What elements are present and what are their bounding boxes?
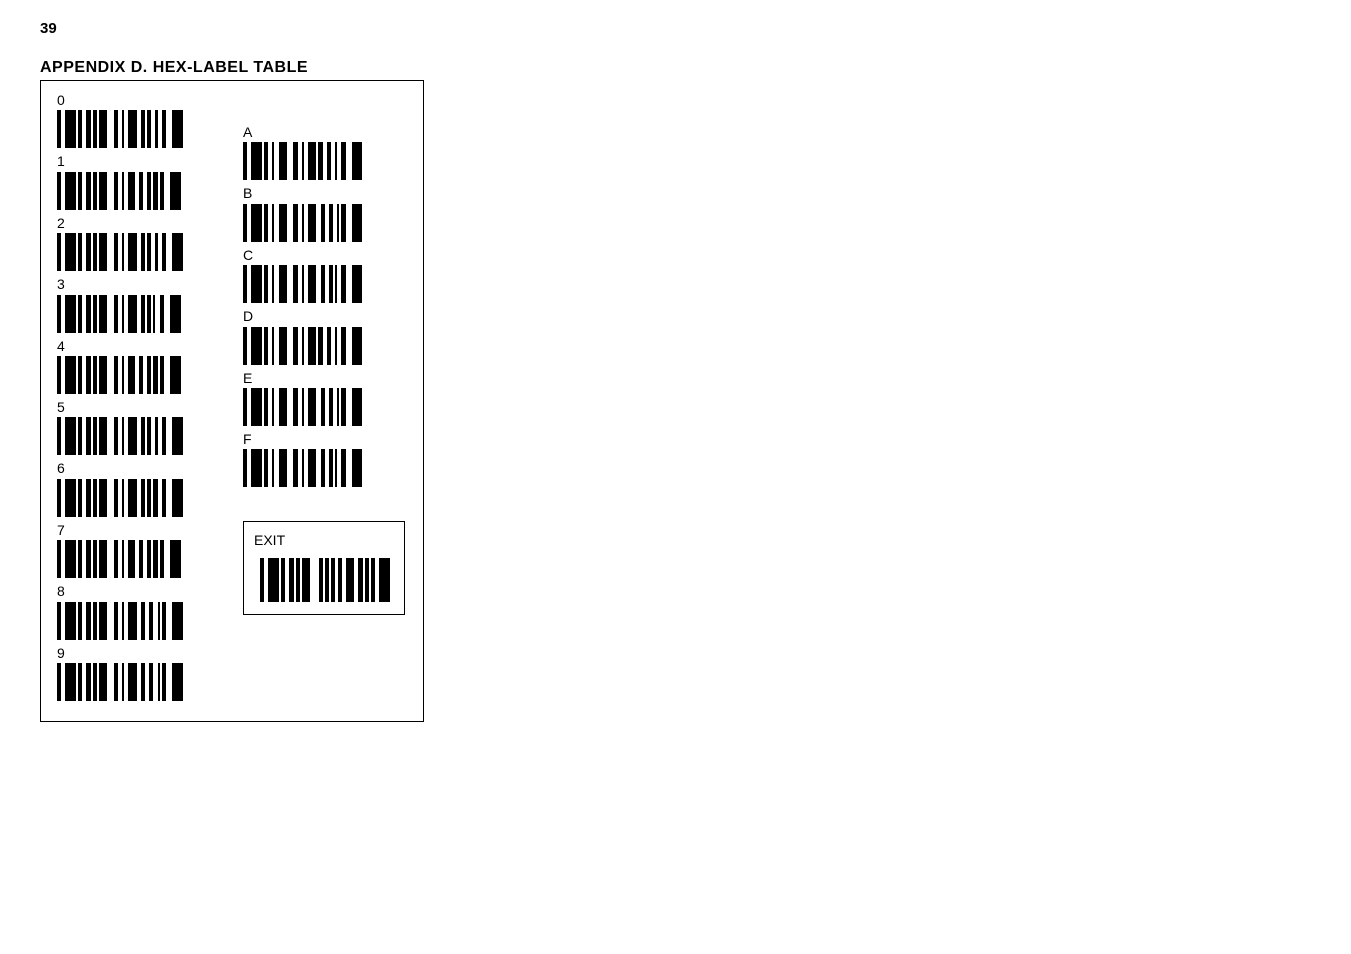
exit-box: EXIT — [243, 521, 405, 615]
hex-label: 0 — [57, 93, 215, 108]
hex-entry: C — [243, 248, 401, 303]
hex-label-table: 0 1 2 3 4 5 6 7 8 9 A B C D E F EXIT — [40, 80, 424, 722]
hex-label: 2 — [57, 216, 215, 231]
hex-label: E — [243, 371, 401, 386]
hex-entry: D — [243, 309, 401, 364]
hex-entry: 6 — [57, 461, 215, 516]
barcode — [243, 388, 401, 426]
hex-label: 4 — [57, 339, 215, 354]
column-2: A B C D E F EXIT — [243, 93, 401, 707]
hex-label: D — [243, 309, 401, 324]
barcode — [57, 172, 215, 210]
page-title: APPENDIX D. HEX-LABEL TABLE — [40, 59, 1351, 77]
barcode — [243, 449, 401, 487]
barcode — [57, 356, 215, 394]
barcode — [57, 295, 215, 333]
hex-entry: 4 — [57, 339, 215, 394]
hex-label: C — [243, 248, 401, 263]
exit-label: EXIT — [254, 532, 394, 548]
page-number: 39 — [40, 20, 1351, 37]
barcode — [57, 540, 215, 578]
hex-entry: E — [243, 371, 401, 426]
hex-label: B — [243, 186, 401, 201]
hex-label: F — [243, 432, 401, 447]
hex-entry: 9 — [57, 646, 215, 701]
hex-entry: 8 — [57, 584, 215, 639]
hex-label: 8 — [57, 584, 215, 599]
barcode — [57, 233, 215, 271]
hex-label: A — [243, 125, 401, 140]
column-1: 0 1 2 3 4 5 6 7 8 9 — [57, 93, 215, 707]
hex-entry: 2 — [57, 216, 215, 271]
hex-entry: F — [243, 432, 401, 487]
barcode — [57, 417, 215, 455]
hex-label: 1 — [57, 154, 215, 169]
barcode — [243, 327, 401, 365]
hex-label: 5 — [57, 400, 215, 415]
barcode — [243, 265, 401, 303]
hex-label: 7 — [57, 523, 215, 538]
barcode — [57, 663, 215, 701]
barcode — [243, 204, 401, 242]
hex-label: 6 — [57, 461, 215, 476]
hex-label: 3 — [57, 277, 215, 292]
hex-entry: B — [243, 186, 401, 241]
hex-entry: 0 — [57, 93, 215, 148]
hex-entry: 7 — [57, 523, 215, 578]
barcode — [57, 479, 215, 517]
hex-entry: 3 — [57, 277, 215, 332]
barcode — [57, 110, 215, 148]
hex-entry: 1 — [57, 154, 215, 209]
barcode — [243, 142, 401, 180]
hex-label: 9 — [57, 646, 215, 661]
hex-entry: A — [243, 125, 401, 180]
hex-entry: 5 — [57, 400, 215, 455]
barcode — [57, 602, 215, 640]
barcode — [260, 558, 394, 602]
